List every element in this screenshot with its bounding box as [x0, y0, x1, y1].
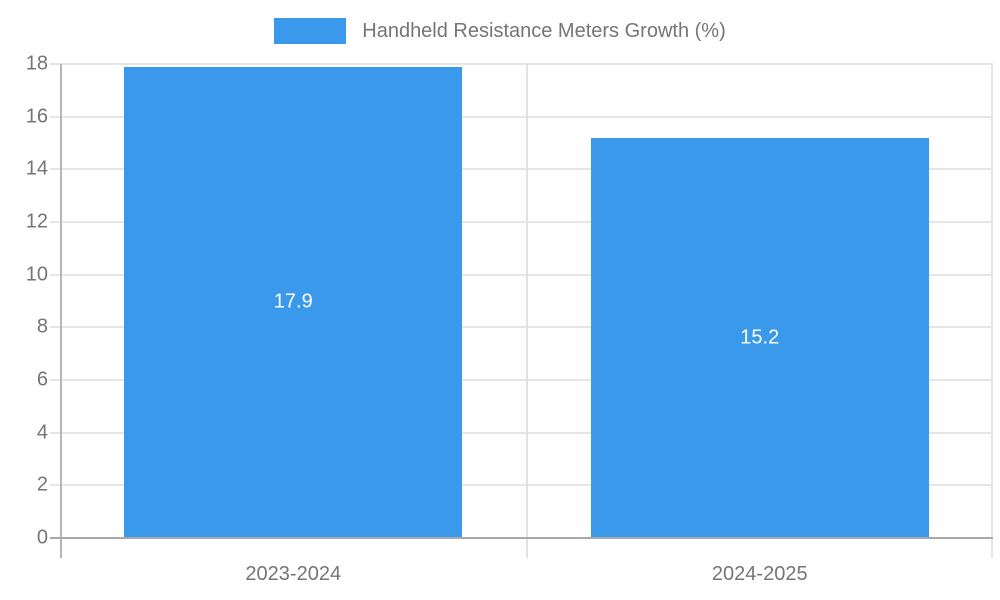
x-tick-label: 2024-2025	[711, 563, 808, 585]
y-tick-label: 2	[36, 473, 48, 496]
plot-right-border	[991, 64, 993, 558]
y-gridline	[50, 326, 993, 329]
category-divider	[525, 64, 528, 558]
y-gridline	[50, 431, 993, 434]
y-axis-line	[60, 64, 62, 558]
y-tick-label: 8	[36, 315, 48, 338]
y-gridline	[50, 273, 993, 276]
bar-value-label: 17.9	[273, 290, 313, 313]
legend-title: Handheld Resistance Meters Growth (%)	[362, 19, 726, 42]
y-gridline	[50, 379, 993, 381]
legend-swatch	[274, 18, 347, 44]
x-tick-label: 2023-2024	[245, 563, 342, 585]
y-gridline	[50, 484, 993, 487]
y-tick-label: 4	[36, 421, 48, 444]
y-tick-label: 16	[25, 105, 48, 128]
y-tick-label: 12	[25, 210, 48, 233]
y-gridline	[50, 221, 993, 223]
bar	[590, 137, 929, 538]
y-gridline	[50, 115, 993, 118]
chart-legend: Handheld Resistance Meters Growth (%)	[0, 18, 1000, 44]
y-tick-label: 18	[25, 52, 48, 75]
bar-value-label: 15.2	[740, 326, 780, 349]
y-tick-label: 14	[25, 157, 48, 180]
y-tick-label: 10	[25, 263, 48, 286]
y-gridline	[50, 63, 993, 65]
y-gridline	[50, 168, 993, 171]
y-tick-label: 0	[36, 526, 48, 549]
x-axis-baseline	[50, 537, 993, 539]
y-tick-label: 6	[36, 368, 48, 391]
bar	[124, 66, 463, 538]
